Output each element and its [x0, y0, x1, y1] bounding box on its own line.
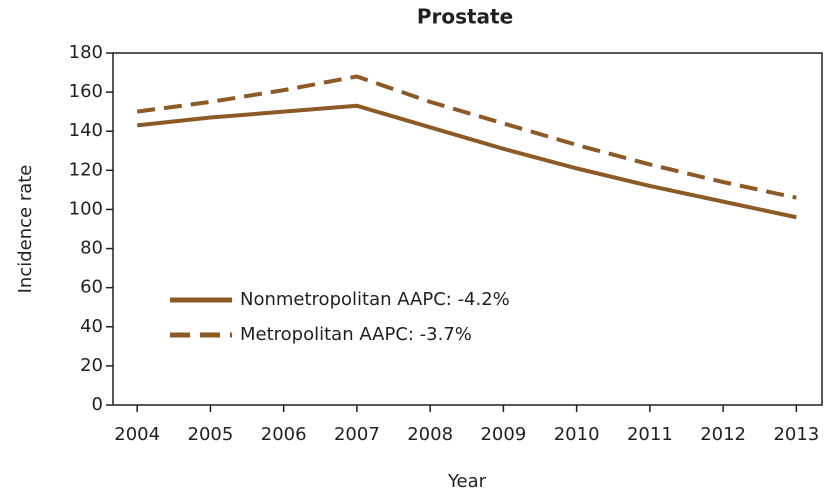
- series-line: [136, 74, 797, 200]
- y-tick-label: 20: [80, 355, 103, 376]
- plot-frame: [112, 52, 823, 406]
- legend-label: Nonmetropolitan AAPC: -4.2%: [240, 289, 510, 310]
- x-tick-label: 2008: [407, 424, 453, 445]
- y-tick-label: 40: [80, 316, 103, 337]
- y-tick-label: 60: [80, 277, 103, 298]
- y-tick-label: 0: [92, 394, 103, 415]
- x-tick-label: 2004: [114, 424, 160, 445]
- y-axis-label: Incidence rate: [15, 165, 36, 294]
- y-tick-label: 120: [69, 159, 103, 180]
- x-axis-label: Year: [447, 471, 487, 492]
- y-tick-label: 80: [80, 238, 103, 259]
- x-tick-label: 2013: [773, 424, 819, 445]
- y-tick-label: 180: [69, 42, 103, 63]
- x-tick-label: 2012: [700, 424, 746, 445]
- x-tick-label: 2010: [554, 424, 600, 445]
- x-tick-label: 2009: [480, 424, 526, 445]
- y-tick-label: 160: [69, 81, 103, 102]
- legend-label: Metropolitan AAPC: -3.7%: [240, 324, 472, 345]
- chart-title: Prostate: [417, 5, 513, 29]
- x-tick-label: 2005: [188, 424, 234, 445]
- y-tick-label: 140: [69, 120, 103, 141]
- y-tick-label: 100: [69, 198, 103, 219]
- x-tick-label: 2006: [261, 424, 307, 445]
- x-tick-label: 2007: [334, 424, 380, 445]
- series-line: [136, 103, 797, 220]
- x-tick-label: 2011: [627, 424, 673, 445]
